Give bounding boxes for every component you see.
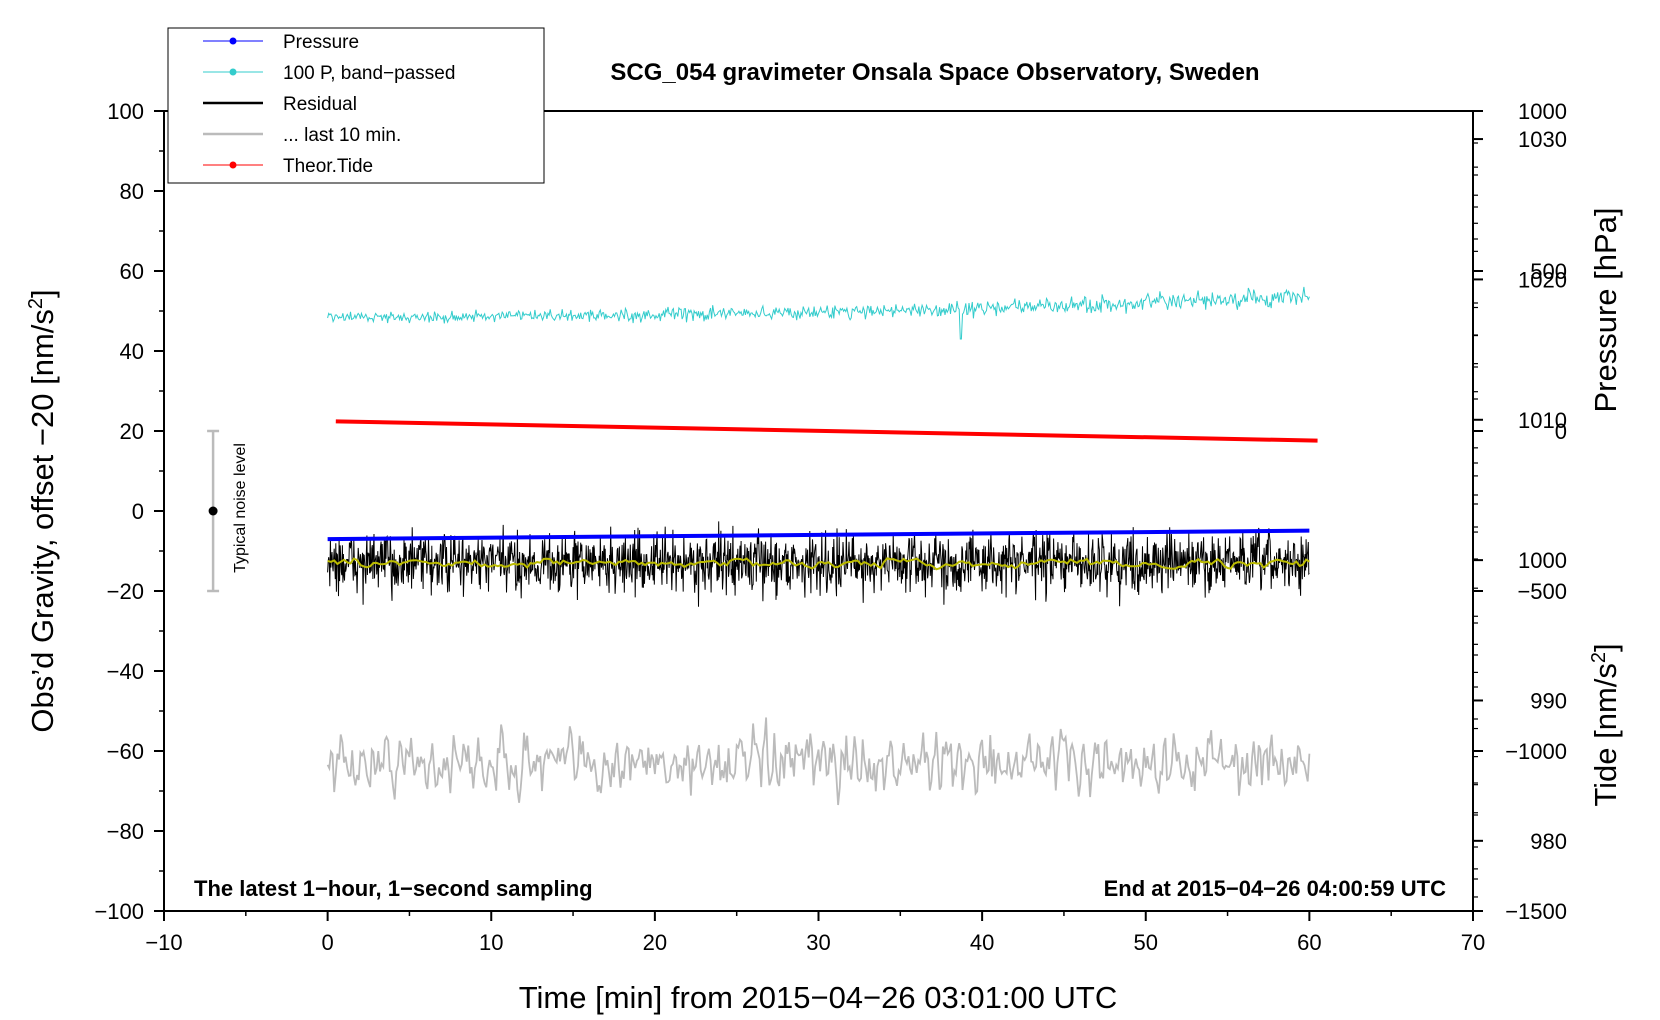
legend-label: 100 P, band−passed: [283, 63, 455, 84]
y-tick-label: 20: [120, 419, 144, 444]
pressure-tick-label: 990: [1530, 688, 1567, 713]
pressure-tick-label: 980: [1530, 829, 1567, 854]
tide-tick-label: −1500: [1505, 899, 1567, 924]
x-tick-label: 60: [1297, 930, 1321, 955]
series-bandpassed: [327, 286, 1310, 340]
chart-title: SCG_054 gravimeter Onsala Space Observat…: [610, 59, 1259, 86]
y-tick-label: −80: [107, 819, 144, 844]
series-tide: [335, 419, 1318, 443]
series-last-10-min: [326, 717, 1311, 806]
y-axis-title-left-main: Obs’d Gravity, offset −20 [nm/s: [25, 309, 60, 733]
legend-item: 100 P, band−passed: [203, 63, 455, 84]
pressure-tick-label: 1000: [1518, 548, 1567, 573]
y-tick-label: 80: [120, 179, 144, 204]
legend: Pressure 100 P, band−passed Residual ... la…: [167, 27, 545, 184]
y-tick-label: −60: [107, 739, 144, 764]
legend-box: [167, 27, 545, 184]
legend-swatch-marker: [229, 37, 237, 45]
y-axis-title-pressure: Pressure [hPa]: [1588, 207, 1623, 412]
y-tick-label: 0: [132, 499, 144, 524]
legend-item: Pressure: [203, 32, 359, 53]
y-axis-title-tide-end: ]: [1588, 643, 1623, 652]
tide-tick-label: −1000: [1505, 739, 1567, 764]
y-tick-label: −40: [107, 659, 144, 684]
pressure-tick-label: 1030: [1518, 127, 1567, 152]
noise-level-indicator: Typical noise level: [207, 429, 249, 593]
annotation-left: The latest 1−hour, 1−second sampling: [194, 876, 593, 901]
y-axis-title-left-end: ]: [25, 289, 60, 298]
y-tick-label: 40: [120, 339, 144, 364]
noise-label: Typical noise level: [232, 443, 249, 573]
y-tick-label: 100: [107, 99, 144, 124]
x-tick-label: −10: [145, 930, 182, 955]
x-tick-label: 40: [970, 930, 994, 955]
y-axis-title-left-sup: 2: [25, 298, 47, 309]
pressure-tick-label: 1010: [1518, 408, 1567, 433]
ticks-layer: −10 0 10 20 30 40 50 60 70−100−80−60−40−20020406…: [94, 99, 1567, 955]
tide-tick-label: −500: [1517, 579, 1567, 604]
series-layer: [326, 286, 1318, 806]
legend-item: Theor.Tide: [203, 156, 373, 177]
series-pressure: [327, 528, 1310, 542]
legend-label: Theor.Tide: [283, 156, 373, 177]
x-tick-label: 20: [643, 930, 667, 955]
legend-item: Residual: [203, 94, 357, 115]
y-tick-label: −100: [94, 899, 144, 924]
annotation-right: End at 2015−04−26 04:00:59 UTC: [1104, 876, 1447, 901]
y-axis-title-tide-main: Tide [nm/s: [1588, 663, 1623, 807]
plot-frame: [163, 110, 1474, 912]
x-tick-label: 70: [1461, 930, 1485, 955]
legend-label: Pressure: [283, 32, 359, 53]
y-tick-label: 60: [120, 259, 144, 284]
tide-tick-label: 1000: [1518, 99, 1567, 124]
pressure-tick-label: 1020: [1518, 267, 1567, 292]
legend-swatch-marker: [229, 161, 237, 169]
x-tick-label: 30: [806, 930, 830, 955]
x-tick-label: 50: [1134, 930, 1158, 955]
series-residual: [327, 521, 1310, 607]
x-tick-label: 10: [479, 930, 503, 955]
noise-center-dot: [208, 506, 218, 516]
x-tick-label: 0: [322, 930, 334, 955]
legend-label: ... last 10 min.: [283, 125, 401, 146]
series-residual-smoothed: [327, 557, 1310, 571]
tide-tick-label: 0: [1555, 419, 1567, 444]
y-axis-title-tide: Tide [nm/s2]: [1588, 643, 1623, 806]
y-axis-title-left: Obs’d Gravity, offset −20 [nm/s2]: [25, 289, 60, 732]
y-tick-label: −20: [107, 579, 144, 604]
legend-label: Residual: [283, 94, 357, 115]
tide-tick-label: 500: [1530, 259, 1567, 284]
legend-item: ... last 10 min.: [203, 125, 401, 146]
y-axis-title-tide-sup: 2: [1588, 652, 1610, 663]
x-axis-title: Time [min] from 2015−04−26 03:01:00 UTC: [519, 980, 1118, 1015]
legend-swatch-marker: [229, 68, 237, 76]
